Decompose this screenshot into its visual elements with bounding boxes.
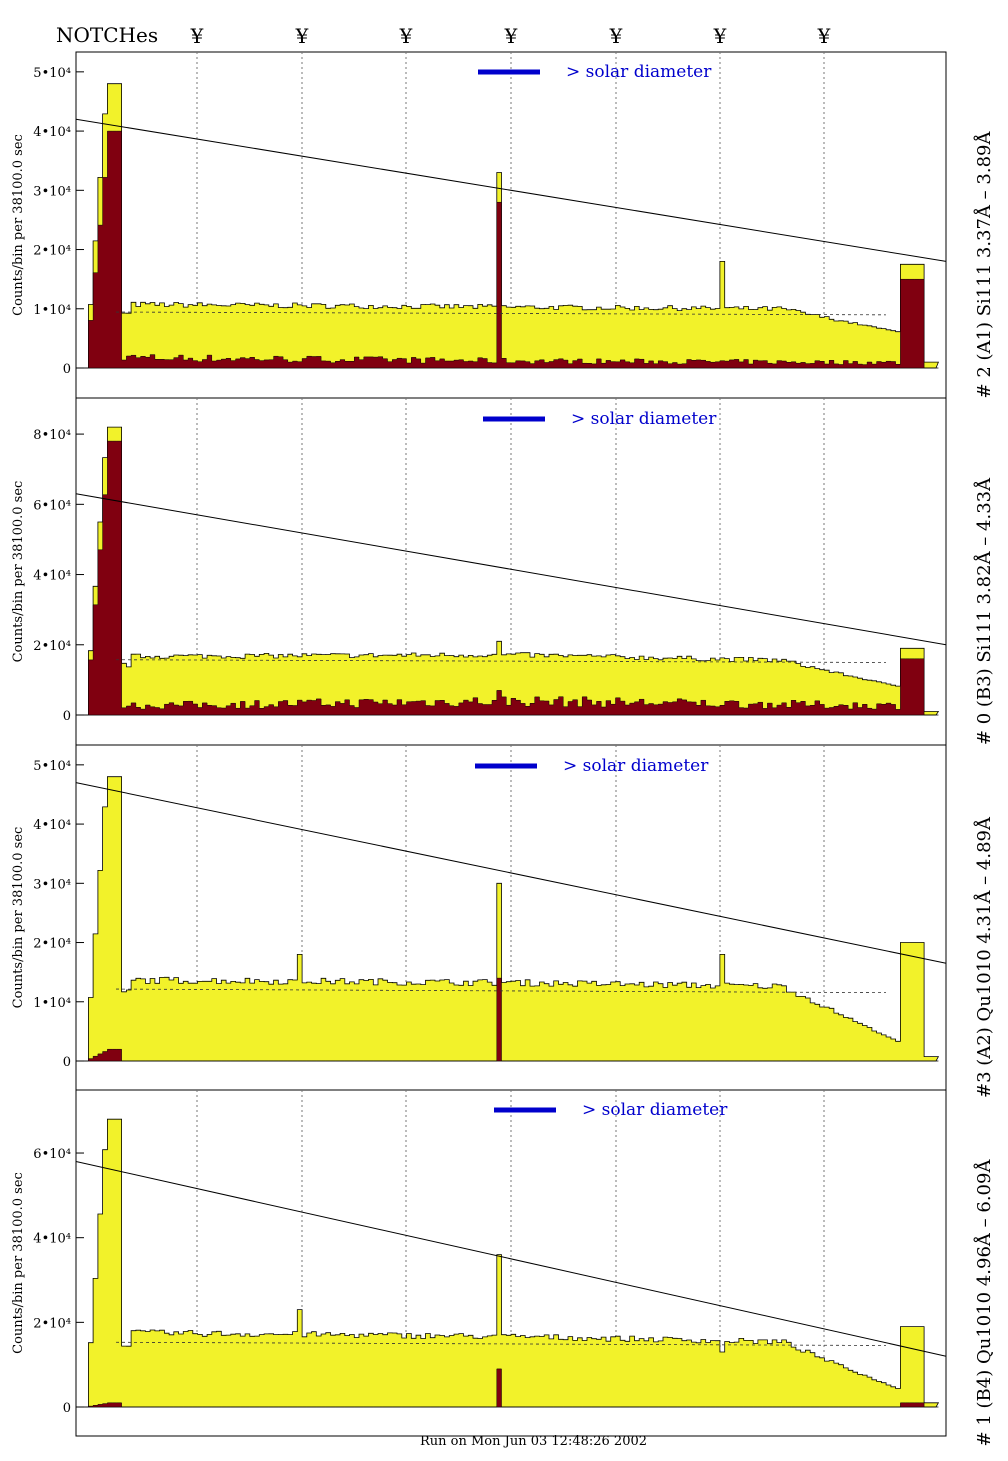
solar-diameter-text: > solar diameter (566, 62, 712, 82)
y-tick-label: 3•10⁴ (33, 877, 71, 892)
yellow-histogram (83, 776, 940, 1062)
notch-symbol: ¥ (190, 24, 204, 48)
y-tick-label: 4•10⁴ (33, 818, 71, 833)
y-tick-label: 4•10⁴ (33, 1232, 71, 1247)
y-tick-label: 0 (63, 362, 71, 377)
continuum-line (115, 1341, 887, 1346)
panel-2: 0 1•10⁴ 2•10⁴ 3•10⁴ 4•10⁴ 5•10⁴ Counts/bin per… (11, 744, 995, 1098)
y-tick-label: 2•10⁴ (33, 937, 71, 952)
y-tick-label: 5•10⁴ (33, 759, 71, 774)
y-tick-label: 2•10⁴ (33, 244, 71, 259)
y-tick-label: 0 (63, 1401, 71, 1416)
panel-1: 0 2•10⁴ 4•10⁴ 6•10⁴ 8•10⁴ Counts/bin per 3810… (11, 397, 995, 746)
panel-0: 0 1•10⁴ 2•10⁴ 3•10⁴ 4•10⁴ 5•10⁴ Counts/bin per… (11, 51, 995, 399)
trend-line (75, 1161, 947, 1357)
notch-symbol: ¥ (817, 24, 831, 48)
solar-diameter-text: > solar diameter (582, 1100, 728, 1120)
y-axis-label: Counts/bin per 38100.0 sec (11, 827, 26, 1009)
notch-symbol: ¥ (399, 24, 413, 48)
trend-line (75, 493, 947, 646)
y-axis-label: Counts/bin per 38100.0 sec (11, 1172, 26, 1354)
y-tick-label: 6•10⁴ (33, 1147, 71, 1162)
y-tick-label: 4•10⁴ (33, 125, 71, 140)
notch-markers: ¥ ¥ ¥ ¥ ¥ ¥ ¥ (190, 24, 831, 48)
notch-symbol: ¥ (504, 24, 518, 48)
yellow-histogram (83, 426, 940, 716)
y-tick-label: 1•10⁴ (33, 996, 71, 1011)
y-axis-label: Counts/bin per 38100.0 sec (11, 481, 26, 663)
trend-line (75, 118, 947, 262)
continuum-line (115, 988, 887, 994)
yellow-histogram (83, 83, 939, 369)
yellow-histogram (83, 1118, 940, 1408)
panel-label: # 0 (B3) Si111 3.82Å – 4.33Å (973, 477, 995, 745)
notch-symbol: ¥ (609, 24, 623, 48)
y-tick-label: 0 (63, 1055, 71, 1070)
panels: 0 1•10⁴ 2•10⁴ 3•10⁴ 4•10⁴ 5•10⁴ Counts/bin per… (11, 51, 995, 1447)
dark-histogram (83, 977, 939, 1062)
run-timestamp: Run on Mon Jun 03 12:48:26 2002 (420, 1434, 648, 1449)
y-tick-label: 5•10⁴ (33, 66, 71, 81)
y-axis-label: Counts/bin per 38100.0 sec (11, 134, 26, 316)
dark-histogram (83, 130, 939, 369)
trend-line (75, 782, 947, 964)
dark-histogram (83, 1368, 939, 1408)
panel-3: 0 2•10⁴ 4•10⁴ 6•10⁴ Counts/bin per 38100.0 s… (11, 1089, 995, 1447)
y-tick-label: 0 (63, 709, 71, 724)
panel-label: # 2 (A1) Si111 3.37Å – 3.89Å (973, 131, 995, 399)
y-tick-label: 2•10⁴ (33, 639, 71, 654)
y-tick-label: 2•10⁴ (33, 1316, 71, 1331)
panel-label: # 1 (B4) Qu1010 4.96Å – 6.09Å (973, 1159, 995, 1447)
continuum-line (115, 659, 887, 663)
notches-label: NOTCHes (56, 23, 158, 47)
dark-histogram (83, 440, 939, 716)
y-tick-label: 1•10⁴ (33, 303, 71, 318)
y-tick-label: 4•10⁴ (33, 569, 71, 584)
y-tick-label: 3•10⁴ (33, 184, 71, 199)
solar-diameter-text: > solar diameter (571, 409, 717, 429)
solar-diameter-text: > solar diameter (563, 756, 709, 776)
notch-symbol: ¥ (713, 24, 727, 48)
y-tick-label: 8•10⁴ (33, 428, 71, 443)
notch-symbol: ¥ (295, 24, 309, 48)
panel-label: #3 (A2) Qu1010 4.31Å – 4.89Å (973, 816, 995, 1098)
continuum-line (115, 311, 887, 316)
y-tick-label: 6•10⁴ (33, 498, 71, 513)
